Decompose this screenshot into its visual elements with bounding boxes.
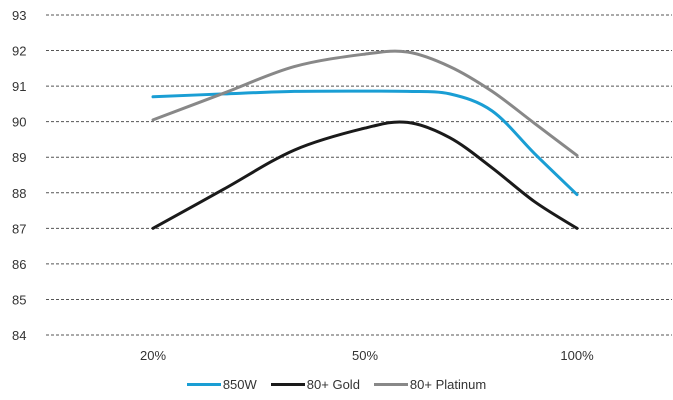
series-line-3: [151, 49, 579, 157]
series-line-1: [151, 89, 579, 197]
series-line-2: [151, 120, 579, 230]
legend-swatch: [270, 382, 305, 386]
y-tick-label: 91: [12, 79, 26, 94]
series-lines: [151, 49, 579, 230]
y-axis-ticks: 84 85 86 87 88 89 90 91 92 93: [12, 8, 26, 343]
x-tick-label: 20%: [140, 348, 166, 363]
legend-label: 80+ Platinum: [409, 376, 487, 392]
y-tick-label: 88: [12, 186, 26, 201]
legend-swatch: [186, 382, 221, 386]
y-tick-label: 85: [12, 292, 26, 307]
legend: 850W 80+ Gold 80+ Platinum: [0, 374, 673, 394]
y-tick-label: 86: [12, 257, 26, 272]
legend-item-2: 80+ Gold: [270, 376, 360, 392]
legend-label: 80+ Gold: [306, 376, 360, 392]
legend-label: 850W: [222, 376, 257, 392]
y-tick-label: 93: [12, 8, 26, 23]
legend-item-1: 850W: [186, 376, 257, 392]
x-tick-label: 50%: [352, 348, 378, 363]
y-tick-label: 92: [12, 44, 26, 59]
y-tick-label: 89: [12, 150, 26, 165]
y-tick-label: 90: [12, 115, 26, 130]
y-tick-label: 84: [12, 328, 26, 343]
y-tick-label: 87: [12, 221, 26, 236]
legend-item-3: 80+ Platinum: [373, 376, 487, 392]
legend-swatch: [373, 382, 408, 386]
grid: [46, 14, 672, 336]
x-tick-label: 100%: [560, 348, 594, 363]
x-axis-ticks: 20% 50% 100%: [140, 348, 594, 363]
